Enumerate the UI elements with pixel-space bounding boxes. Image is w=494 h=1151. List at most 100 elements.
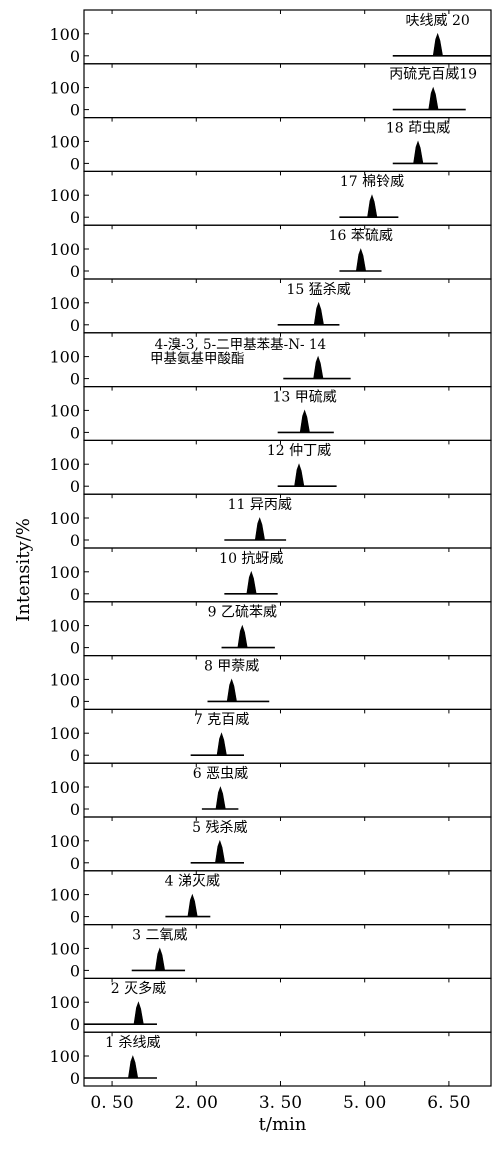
y-tick-label: 100 — [49, 240, 80, 259]
y-tick-label: 100 — [49, 348, 80, 367]
peak-label: 13 甲硫威 — [272, 389, 336, 405]
x-tick-label: 0. 50 — [90, 1093, 133, 1113]
chromatogram-peak — [355, 248, 367, 272]
chromatogram-peak — [313, 355, 324, 379]
y-tick-label: 100 — [49, 401, 80, 420]
y-tick-label: 100 — [49, 939, 80, 958]
y-tick-label: 0 — [70, 854, 80, 873]
peak-label: 9 乙硫苯威 — [208, 604, 277, 621]
y-tick-label: 0 — [70, 961, 80, 980]
panels-layer: 100 0 呋线威 20 100 0 丙硫克百威19 100 0 18 茚虫威 100 0 17 棉铃… — [49, 9, 492, 1088]
panel: 100 0 1 杀线威 — [49, 1031, 492, 1088]
panel-frame — [83, 816, 492, 872]
y-tick-label: 100 — [49, 832, 80, 851]
peak-label: 8 甲萘威 — [204, 658, 259, 674]
peak-label: 18 茚虫威 — [386, 120, 450, 136]
y-tick-label: 100 — [49, 455, 80, 474]
panel: 100 0 6 恶虫威 — [49, 762, 492, 819]
y-tick-label: 100 — [49, 186, 80, 205]
peak-label: 6 恶虫威 — [193, 766, 248, 782]
peak-label: 15 猛杀威 — [287, 282, 351, 298]
y-tick-label: 100 — [49, 886, 80, 905]
x-tick-label: 5. 00 — [343, 1093, 386, 1113]
y-tick-label: 0 — [70, 531, 80, 550]
panel-frame — [83, 601, 492, 657]
y-tick-label: 100 — [49, 509, 80, 528]
panel: 100 0 18 茚虫威 — [49, 116, 492, 173]
panel: 100 0 12 仲丁威 — [49, 439, 492, 496]
y-tick-label: 0 — [70, 692, 80, 711]
panel: 100 0 4 涕灭威 — [49, 870, 492, 927]
chromatogram-peak — [254, 517, 266, 541]
y-tick-label: 0 — [70, 477, 80, 496]
chromatogram-peak — [432, 32, 443, 57]
chromatogram-peak — [216, 732, 227, 756]
y-tick-label: 100 — [49, 132, 80, 151]
y-tick-label: 100 — [49, 563, 80, 582]
y-tick-label: 100 — [49, 724, 80, 743]
panel-frame — [83, 1031, 492, 1087]
x-tick-label: 6. 50 — [427, 1093, 470, 1113]
chromatogram-peak — [237, 624, 248, 648]
panel: 100 0 15 猛杀威 — [49, 278, 492, 335]
panel: 100 0 呋线威 20 — [49, 9, 492, 66]
y-tick-label: 0 — [70, 1015, 80, 1034]
panel: 100 0 丙硫克百威19 — [49, 63, 492, 120]
chromatogram-peak — [294, 463, 305, 487]
y-tick-label: 0 — [70, 800, 80, 819]
peak-label: 丙硫克百威19 — [389, 67, 477, 83]
chromatogram-peak — [127, 1055, 139, 1079]
peak-label: 16 苯硫威 — [329, 227, 393, 244]
peak-label: 2 灭多威 — [111, 980, 166, 997]
y-tick-label: 0 — [70, 316, 80, 335]
y-tick-label: 0 — [70, 639, 80, 658]
panel-frame — [83, 762, 492, 818]
panel: 100 0 13 甲硫威 — [49, 386, 492, 442]
panel: 100 0 10 抗蚜威 — [49, 547, 492, 604]
chromatogram-peak — [428, 86, 439, 110]
panel-frame — [83, 654, 492, 710]
y-tick-label: 0 — [70, 262, 80, 281]
x-axis-label: t/min — [259, 1114, 307, 1135]
y-tick-label: 100 — [49, 79, 80, 98]
y-tick-label: 100 — [49, 25, 80, 44]
y-tick-label: 0 — [70, 1069, 80, 1088]
peak-label: 3 二氧威 — [132, 927, 187, 943]
x-axis: 0. 50 2. 00 3. 50 5. 00 6. 50 t/min — [90, 1093, 470, 1135]
chromatogram-peak — [215, 839, 226, 864]
chromatogram-peak — [299, 409, 310, 433]
panel-frame — [83, 224, 492, 280]
panel: 100 0 2 灭多威 — [49, 977, 492, 1034]
chromatogram-peak — [413, 140, 424, 164]
peak-label: 1 杀线威 — [105, 1035, 160, 1051]
panel-frame — [83, 547, 492, 603]
y-tick-label: 0 — [70, 47, 80, 66]
peak-label: 4 涕灭威 — [165, 874, 220, 890]
peak-label: 7 克百威 — [194, 712, 249, 728]
panel-frame — [83, 708, 492, 764]
peak-label: 10 抗蚜威 — [219, 551, 283, 567]
chromatogram-peak — [313, 301, 324, 326]
chromatogram-peak — [187, 893, 198, 917]
panel: 100 0 17 棉铃威 — [49, 170, 492, 227]
y-tick-label: 0 — [70, 370, 80, 389]
peak-label: 12 仲丁威 — [267, 443, 331, 459]
y-axis-label: Intensity/% — [13, 518, 34, 622]
y-tick-label: 0 — [70, 101, 80, 120]
chromatogram-peak — [246, 570, 257, 595]
panel: 100 0 9 乙硫苯威 — [49, 601, 492, 658]
y-tick-label: 100 — [49, 778, 80, 797]
peak-label: 4-溴-3, 5-二甲基苯基-N- 14 — [155, 336, 326, 353]
panel: 100 0 3 二氧威 — [49, 923, 492, 980]
chromatogram-peak — [215, 786, 226, 810]
panel: 100 0 8 甲萘威 — [49, 654, 492, 711]
y-tick-label: 0 — [70, 585, 80, 604]
panel: 100 0 16 苯硫威 — [49, 224, 492, 281]
y-tick-label: 100 — [49, 670, 80, 689]
chromatogram-peak — [154, 947, 166, 971]
peak-label: 17 棉铃威 — [340, 173, 404, 190]
chromatogram-peak — [367, 194, 378, 218]
peak-label: 呋线威 20 — [406, 13, 470, 29]
